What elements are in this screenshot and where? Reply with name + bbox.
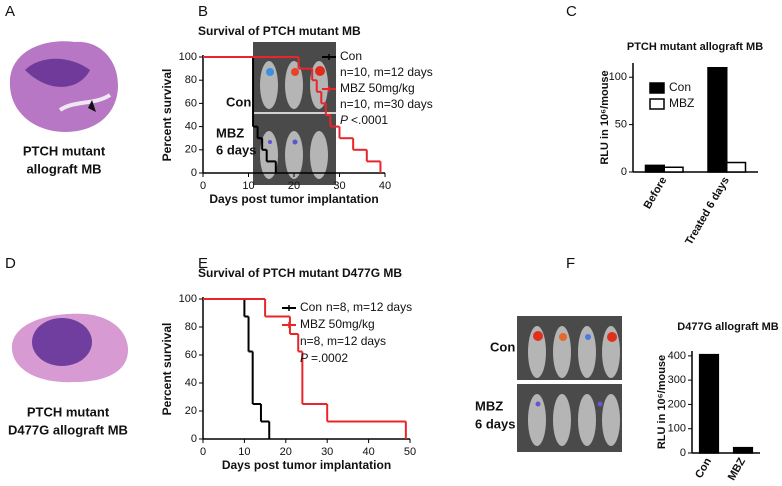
x-tick-label: Con — [693, 456, 714, 481]
bar — [663, 166, 684, 173]
legend-label: MBZ — [669, 96, 694, 110]
y-tick-label: 0 — [680, 447, 686, 459]
x-tick-label: 40 — [362, 446, 374, 458]
bar — [698, 353, 720, 454]
histology-image — [11, 313, 128, 383]
x-axis-label: Days post tumor implantation — [222, 458, 391, 472]
p-label: P — [340, 113, 348, 127]
y-tick-label: 200 — [668, 398, 686, 410]
y-tick-label: 40 — [185, 121, 197, 133]
photo-label: 6 days — [475, 416, 515, 431]
p-value: <.0001 — [351, 113, 388, 127]
y-axis-label: Percent survival — [160, 69, 174, 162]
x-tick-label: 30 — [321, 446, 333, 458]
chart-title: Survival of PTCH mutant D477G MB — [198, 266, 402, 280]
photo-label: Con — [490, 339, 515, 354]
photo-label: MBZ — [475, 398, 503, 413]
photo-label: Con — [226, 94, 251, 109]
x-tick-label: 0 — [200, 180, 206, 192]
y-tick-label: 60 — [185, 97, 197, 109]
y-tick-label: 300 — [668, 374, 686, 386]
chart-title: D477G allograft MB — [677, 321, 779, 333]
y-tick-label: 50 — [615, 119, 627, 131]
x-tick-label: Before — [642, 175, 670, 211]
panel-label: B — [198, 3, 208, 20]
caption: PTCH mutant — [23, 143, 106, 158]
panel-label: D — [5, 255, 16, 272]
y-tick-label: 0 — [191, 433, 197, 445]
y-tick-label: 100 — [179, 293, 197, 305]
y-tick-label: 100 — [179, 51, 197, 63]
photo-label: 6 days — [216, 142, 256, 157]
legend-note: n=8, m=12 days — [326, 300, 412, 314]
x-tick-label: 10 — [238, 446, 250, 458]
legend-swatch — [649, 98, 665, 110]
chart-title: PTCH mutant allograft MB — [627, 41, 763, 53]
y-tick-label: 20 — [185, 405, 197, 417]
legend-label: Con — [300, 300, 322, 314]
x-tick-label: 50 — [404, 446, 416, 458]
p-label: P — [300, 351, 308, 365]
legend-note: n=10, m=30 days — [340, 97, 433, 111]
y-tick-label: 40 — [185, 377, 197, 389]
legend-label: Con — [340, 49, 362, 63]
bar — [726, 161, 747, 173]
y-tick-label: 100 — [668, 423, 686, 435]
bioluminescence-photo — [253, 42, 336, 185]
x-tick-label: MBZ — [726, 456, 748, 483]
bar — [644, 164, 665, 173]
y-tick-label: 60 — [185, 349, 197, 361]
legend-label: MBZ 50mg/kg — [340, 81, 415, 95]
caption: allograft MB — [26, 161, 101, 176]
x-tick-label: 0 — [200, 446, 206, 458]
y-axis-label: RLU in 10⁶/mouse — [599, 70, 611, 164]
caption: D477G allograft MB — [8, 422, 128, 437]
bar — [707, 66, 728, 173]
x-tick-label: 20 — [288, 180, 300, 192]
chart-title: Survival of PTCH mutant MB — [198, 24, 361, 38]
x-axis-label: Days post tumor implantation — [209, 192, 378, 206]
panel-label: C — [566, 3, 577, 20]
bar — [732, 446, 754, 454]
legend-note: n=8, m=12 days — [300, 334, 386, 348]
y-tick-label: 400 — [668, 350, 686, 362]
y-tick-label: 0 — [621, 166, 627, 178]
x-tick-label: 30 — [333, 180, 345, 192]
y-tick-label: 0 — [191, 167, 197, 179]
x-tick-label: 20 — [280, 446, 292, 458]
y-axis-label: RLU in 10⁶/mouse — [656, 355, 668, 449]
p-value: =.0002 — [311, 351, 348, 365]
x-tick-label: Treated 6 days — [683, 175, 732, 247]
panel-label: A — [5, 3, 15, 20]
panel-label: F — [566, 255, 575, 272]
panel-label: E — [198, 255, 208, 272]
histology-image — [9, 41, 118, 133]
y-tick-label: 80 — [185, 74, 197, 86]
x-tick-label: 10 — [242, 180, 254, 192]
legend-note: n=10, m=12 days — [340, 65, 433, 79]
y-tick-label: 100 — [609, 71, 627, 83]
photo-label: MBZ — [216, 125, 244, 140]
y-axis-label: Percent survival — [160, 323, 174, 416]
y-tick-label: 20 — [185, 144, 197, 156]
legend-label: Con — [669, 80, 691, 94]
legend-swatch — [649, 82, 665, 94]
x-tick-label: 40 — [379, 180, 391, 192]
bioluminescence-photo — [517, 316, 622, 452]
caption: PTCH mutant — [27, 404, 110, 419]
y-tick-label: 80 — [185, 321, 197, 333]
legend-label: MBZ 50mg/kg — [300, 317, 375, 331]
